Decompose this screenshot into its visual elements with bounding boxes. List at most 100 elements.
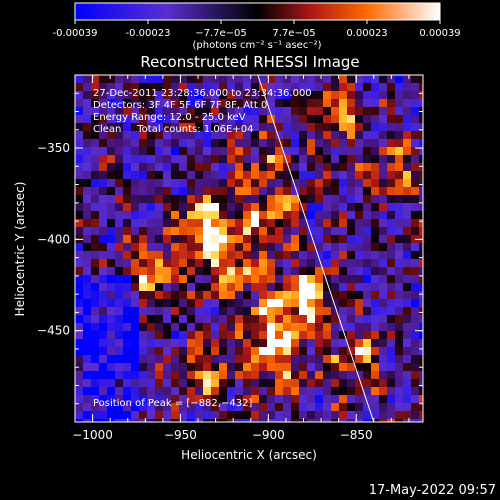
heatmap-cell bbox=[251, 91, 259, 99]
heatmap-cell bbox=[107, 283, 115, 291]
heatmap-cell bbox=[155, 371, 163, 379]
heatmap-cell bbox=[243, 179, 251, 187]
heatmap-cell bbox=[387, 371, 395, 379]
heatmap-cell bbox=[227, 379, 235, 387]
heatmap-cell bbox=[155, 171, 163, 179]
heatmap-cell bbox=[91, 187, 99, 195]
heatmap-cell bbox=[211, 195, 219, 203]
heatmap-cell bbox=[331, 115, 339, 123]
heatmap-cell bbox=[75, 323, 83, 331]
heatmap-cell bbox=[203, 163, 211, 171]
heatmap-cell bbox=[83, 275, 91, 283]
heatmap-cell bbox=[403, 211, 411, 219]
heatmap-cell bbox=[203, 115, 211, 123]
heatmap-cell bbox=[251, 307, 259, 315]
heatmap-cell bbox=[371, 179, 379, 187]
heatmap-cell bbox=[363, 203, 371, 211]
heatmap-cell bbox=[251, 163, 259, 171]
heatmap-cell bbox=[403, 219, 411, 227]
heatmap-cell bbox=[147, 243, 155, 251]
heatmap-cell bbox=[139, 251, 147, 259]
heatmap-cell bbox=[307, 315, 315, 323]
heatmap-cell bbox=[187, 107, 195, 115]
heatmap-cell bbox=[131, 123, 139, 131]
heatmap-cell bbox=[403, 323, 411, 331]
heatmap-cell bbox=[83, 179, 91, 187]
heatmap-cell bbox=[411, 307, 419, 315]
heatmap-cell bbox=[235, 83, 243, 91]
heatmap-cell bbox=[91, 75, 99, 83]
heatmap-cell bbox=[347, 235, 355, 243]
heatmap-cell bbox=[203, 291, 211, 299]
heatmap-cell bbox=[379, 411, 387, 419]
heatmap-cell bbox=[179, 203, 187, 211]
heatmap-cell bbox=[379, 403, 387, 411]
heatmap-cell bbox=[91, 147, 99, 155]
heatmap-cell bbox=[323, 211, 331, 219]
heatmap-cell bbox=[179, 347, 187, 355]
heatmap-cell bbox=[163, 187, 171, 195]
heatmap-cell bbox=[99, 211, 107, 219]
heatmap-cell bbox=[275, 363, 283, 371]
heatmap-cell bbox=[91, 91, 99, 99]
heatmap-cell bbox=[283, 323, 291, 331]
heatmap-cell bbox=[411, 299, 419, 307]
heatmap-cell bbox=[211, 419, 219, 422]
heatmap-cell bbox=[83, 115, 91, 123]
heatmap-cell bbox=[291, 155, 299, 163]
heatmap-cell bbox=[347, 395, 355, 403]
heatmap-cell bbox=[235, 291, 243, 299]
heatmap-cell bbox=[347, 291, 355, 299]
heatmap-cell bbox=[211, 251, 219, 259]
heatmap-cell bbox=[387, 307, 395, 315]
heatmap-cell bbox=[123, 195, 131, 203]
heatmap-cell bbox=[203, 283, 211, 291]
heatmap-cell bbox=[235, 355, 243, 363]
heatmap-cell bbox=[187, 283, 195, 291]
heatmap-cell bbox=[163, 307, 171, 315]
heatmap-cell bbox=[75, 307, 83, 315]
heatmap-cell bbox=[83, 323, 91, 331]
heatmap-cell bbox=[155, 243, 163, 251]
heatmap-cell bbox=[179, 91, 187, 99]
heatmap-cell bbox=[339, 347, 347, 355]
heatmap-cell bbox=[99, 75, 107, 83]
heatmap-cell bbox=[195, 235, 203, 243]
heatmap-cell bbox=[283, 211, 291, 219]
heatmap-cell bbox=[339, 163, 347, 171]
heatmap-cell bbox=[211, 283, 219, 291]
heatmap-cell bbox=[203, 155, 211, 163]
heatmap-cell bbox=[219, 371, 227, 379]
heatmap-cell bbox=[387, 147, 395, 155]
heatmap-cell bbox=[251, 315, 259, 323]
heatmap-cell bbox=[115, 299, 123, 307]
heatmap-cell bbox=[139, 395, 147, 403]
heatmap-cell bbox=[371, 299, 379, 307]
heatmap-cell bbox=[259, 419, 267, 422]
heatmap-cell bbox=[195, 371, 203, 379]
heatmap-cell bbox=[83, 211, 91, 219]
heatmap-cell bbox=[203, 75, 211, 83]
heatmap-cell bbox=[307, 219, 315, 227]
heatmap-cell bbox=[147, 411, 155, 419]
heatmap-cell bbox=[91, 83, 99, 91]
heatmap-cell bbox=[267, 307, 275, 315]
heatmap-cell bbox=[147, 123, 155, 131]
heatmap-cell bbox=[275, 355, 283, 363]
heatmap-cell bbox=[259, 411, 267, 419]
heatmap-cell bbox=[91, 235, 99, 243]
heatmap-cell bbox=[323, 219, 331, 227]
heatmap-cell bbox=[395, 155, 403, 163]
heatmap-cell bbox=[403, 403, 411, 411]
heatmap-cell bbox=[227, 227, 235, 235]
heatmap-cell bbox=[123, 339, 131, 347]
heatmap-cell bbox=[99, 379, 107, 387]
heatmap-cell bbox=[395, 163, 403, 171]
heatmap-cell bbox=[163, 179, 171, 187]
heatmap-cell bbox=[179, 227, 187, 235]
heatmap-cell bbox=[387, 227, 395, 235]
heatmap-cell bbox=[179, 275, 187, 283]
heatmap-cell bbox=[291, 395, 299, 403]
heatmap-cell bbox=[379, 299, 387, 307]
heatmap-cell bbox=[147, 75, 155, 83]
